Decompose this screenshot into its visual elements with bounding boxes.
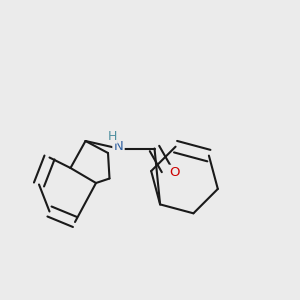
Text: N: N <box>114 140 123 154</box>
Text: O: O <box>169 166 179 179</box>
Text: H: H <box>108 130 117 143</box>
